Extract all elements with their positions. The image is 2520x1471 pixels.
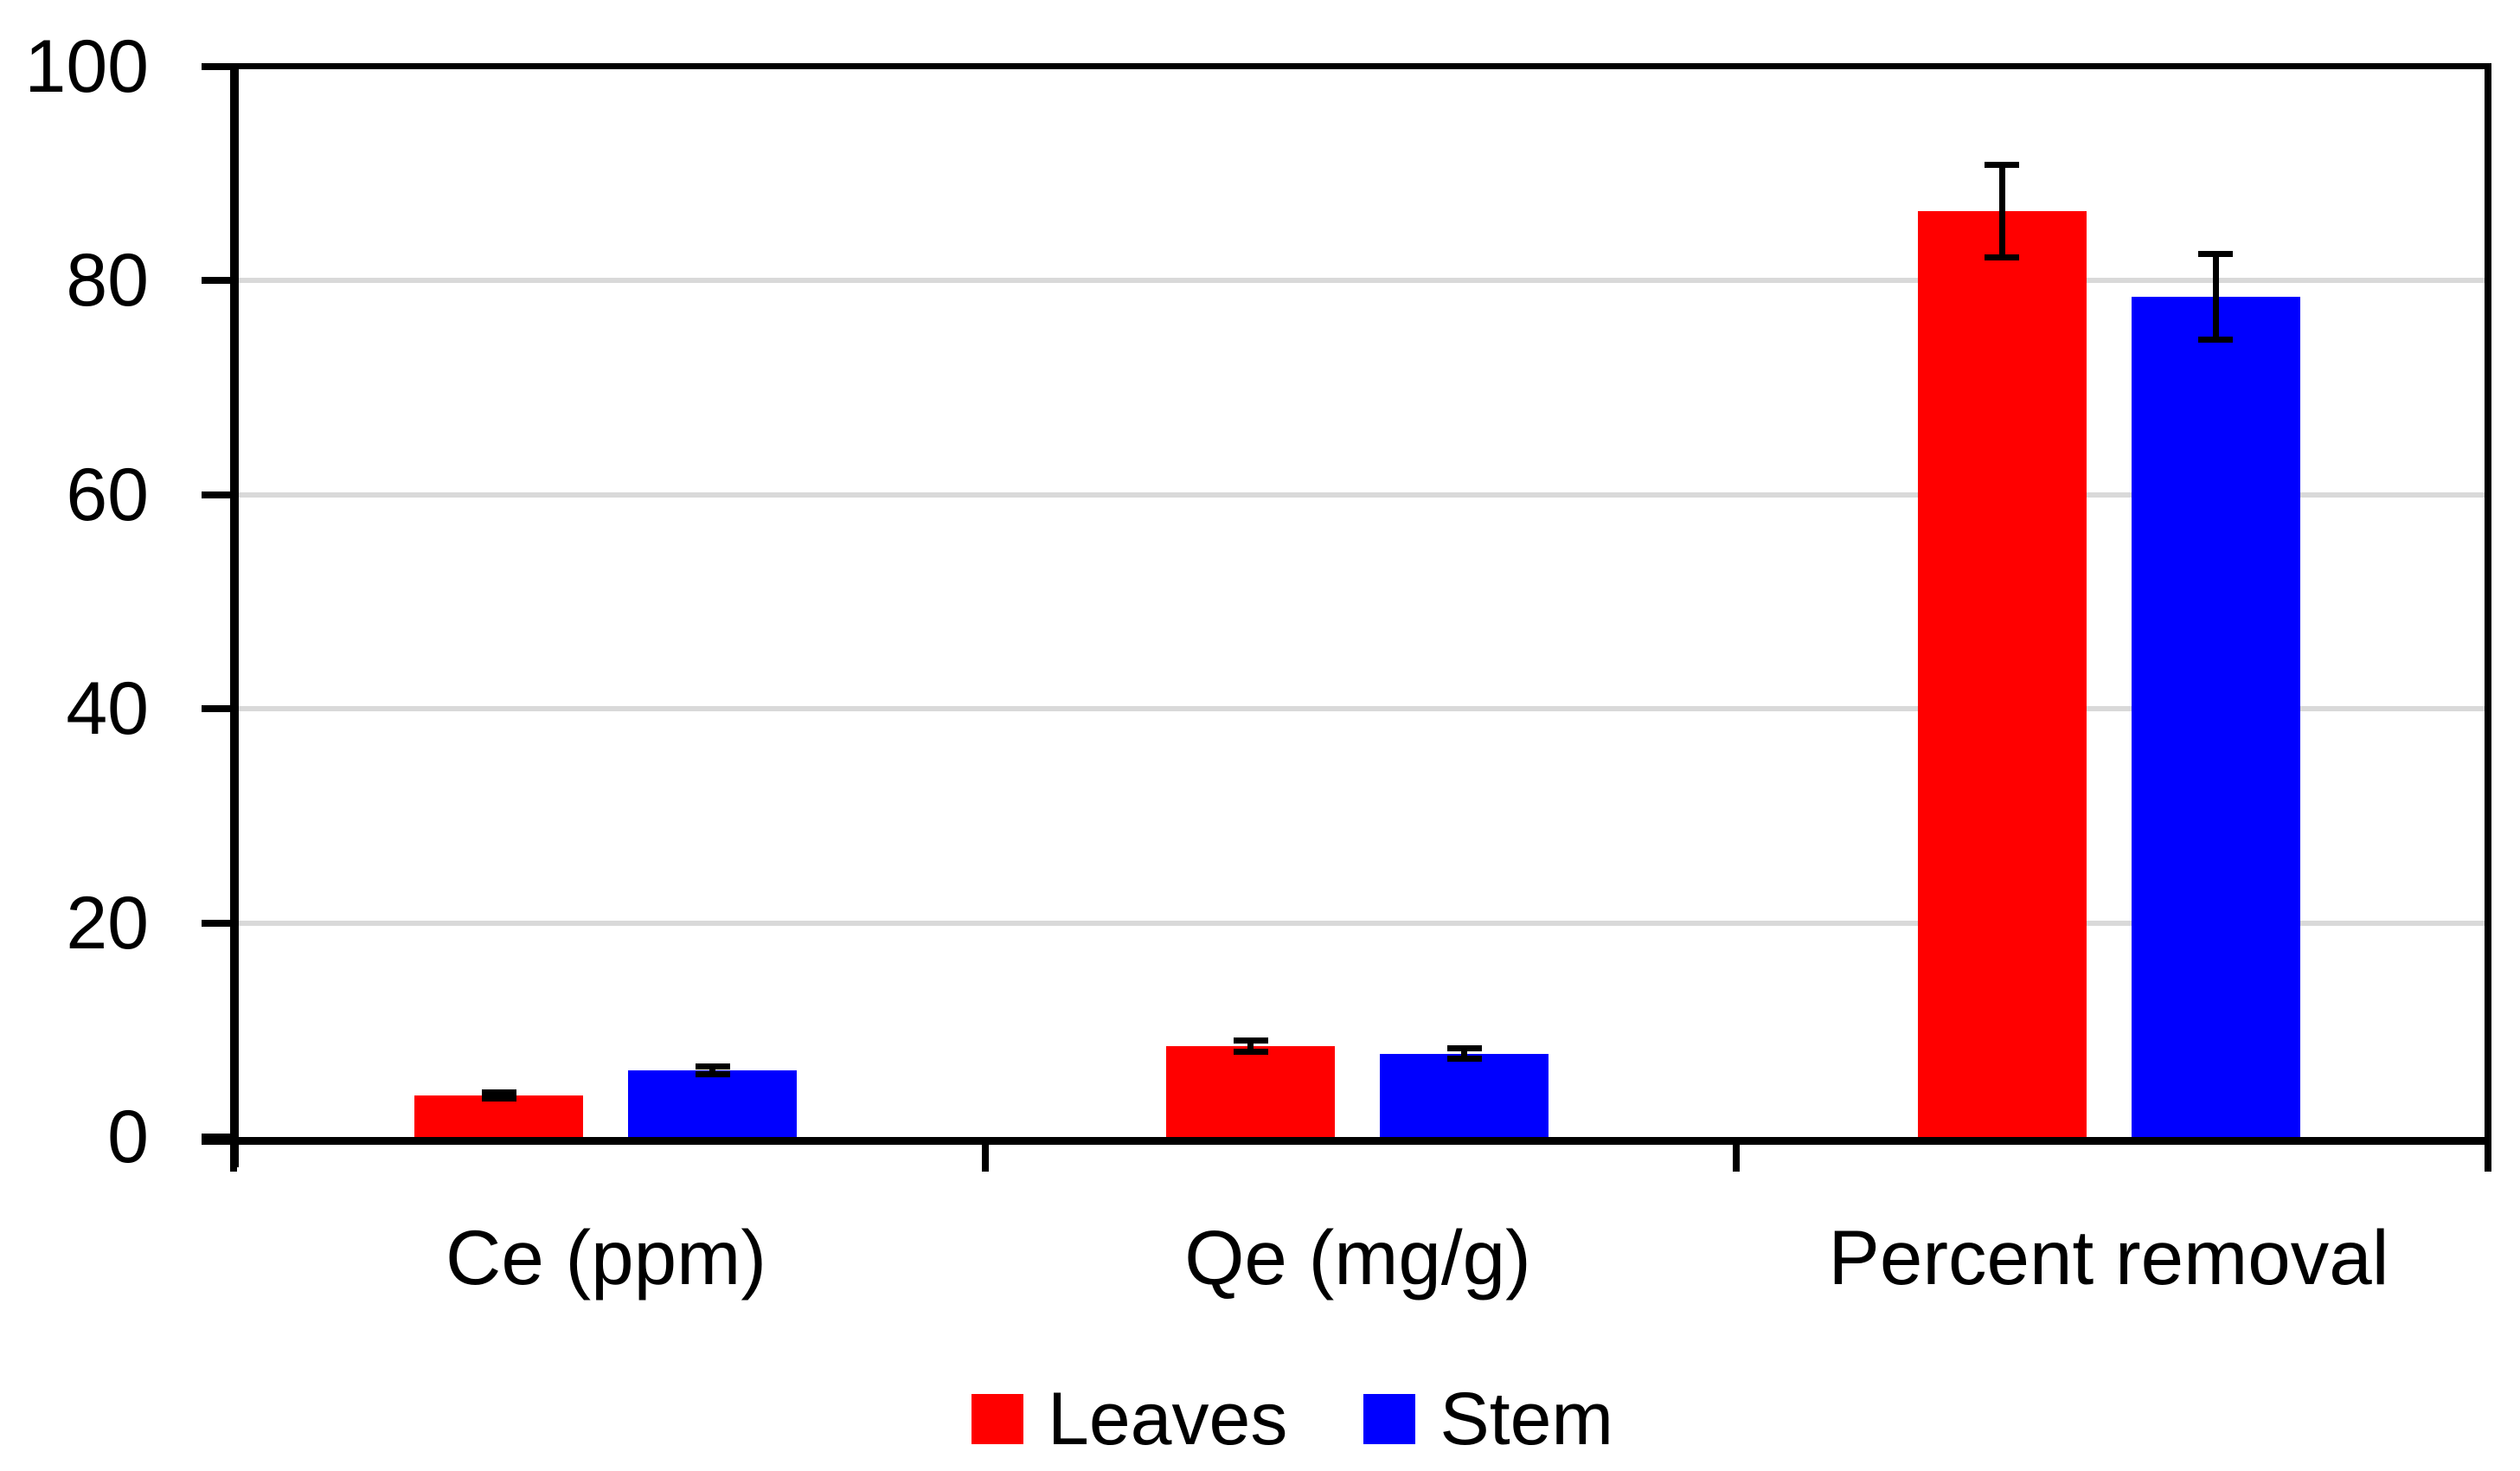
legend-swatch-leaves <box>971 1394 1023 1444</box>
category-label-2: Percent removal <box>1828 1214 2389 1301</box>
bar-stem-2 <box>2132 297 2300 1137</box>
error-bar-cap <box>696 1071 730 1077</box>
y-tick-80 <box>202 277 230 284</box>
legend-item-leaves: Leaves <box>971 1379 1287 1459</box>
error-bar-cap <box>1985 254 2019 260</box>
bar-stem-0 <box>628 1070 797 1137</box>
y-tick-100 <box>202 63 230 70</box>
x-tick-2 <box>1733 1145 1740 1172</box>
gridline-20 <box>238 921 2485 926</box>
error-bar-stem <box>1461 1049 1467 1058</box>
error-bar-stem <box>709 1067 715 1075</box>
y-tick-label-40: 40 <box>66 667 149 750</box>
error-bar-cap <box>482 1089 516 1095</box>
bar-leaves-2 <box>1918 211 2087 1137</box>
category-label-1: Qe (mg/g) <box>1184 1214 1531 1301</box>
y-tick-label-20: 20 <box>66 882 149 965</box>
y-tick-label-0: 0 <box>107 1095 149 1179</box>
error-bar-cap <box>2198 251 2233 257</box>
error-bar-stem <box>1999 165 2005 257</box>
error-bar-cap <box>696 1063 730 1070</box>
y-tick-20 <box>202 920 230 927</box>
x-tick-3 <box>2485 1145 2491 1172</box>
legend: Leaves Stem <box>971 1379 1613 1459</box>
legend-label-stem: Stem <box>1440 1378 1614 1461</box>
y-tick-label-60: 60 <box>66 453 149 536</box>
x-tick-0 <box>230 1145 237 1172</box>
bar-leaves-1 <box>1166 1046 1335 1137</box>
bar-stem-1 <box>1380 1054 1549 1137</box>
y-tick-label-100: 100 <box>24 25 150 108</box>
error-bar-cap <box>1447 1056 1482 1062</box>
error-bar-cap <box>1985 162 2019 168</box>
y-tick-40 <box>202 705 230 712</box>
gridline-40 <box>238 706 2485 711</box>
gridline-60 <box>238 492 2485 498</box>
error-bar-cap <box>1234 1049 1268 1055</box>
legend-swatch-stem <box>1363 1394 1416 1444</box>
y-tick-0 <box>202 1134 230 1140</box>
gridline-80 <box>238 278 2485 283</box>
plot-border-top <box>202 63 2491 69</box>
legend-label-leaves: Leaves <box>1048 1378 1288 1461</box>
y-tick-60 <box>202 491 230 498</box>
error-bar-cap <box>482 1095 516 1102</box>
error-bar-cap <box>1234 1037 1268 1044</box>
plot-border-right <box>2485 63 2491 1145</box>
y-axis-line <box>230 63 239 1167</box>
bar-leaves-0 <box>414 1095 583 1137</box>
legend-item-stem: Stem <box>1363 1379 1613 1459</box>
error-bar-cap <box>1447 1045 1482 1051</box>
error-bar-stem <box>1247 1041 1254 1051</box>
x-axis-line <box>202 1137 2491 1145</box>
category-label-0: Ce (ppm) <box>446 1214 766 1301</box>
error-bar-stem <box>2213 254 2219 339</box>
y-tick-label-80: 80 <box>66 239 149 322</box>
x-tick-1 <box>982 1145 989 1172</box>
error-bar-cap <box>2198 337 2233 343</box>
